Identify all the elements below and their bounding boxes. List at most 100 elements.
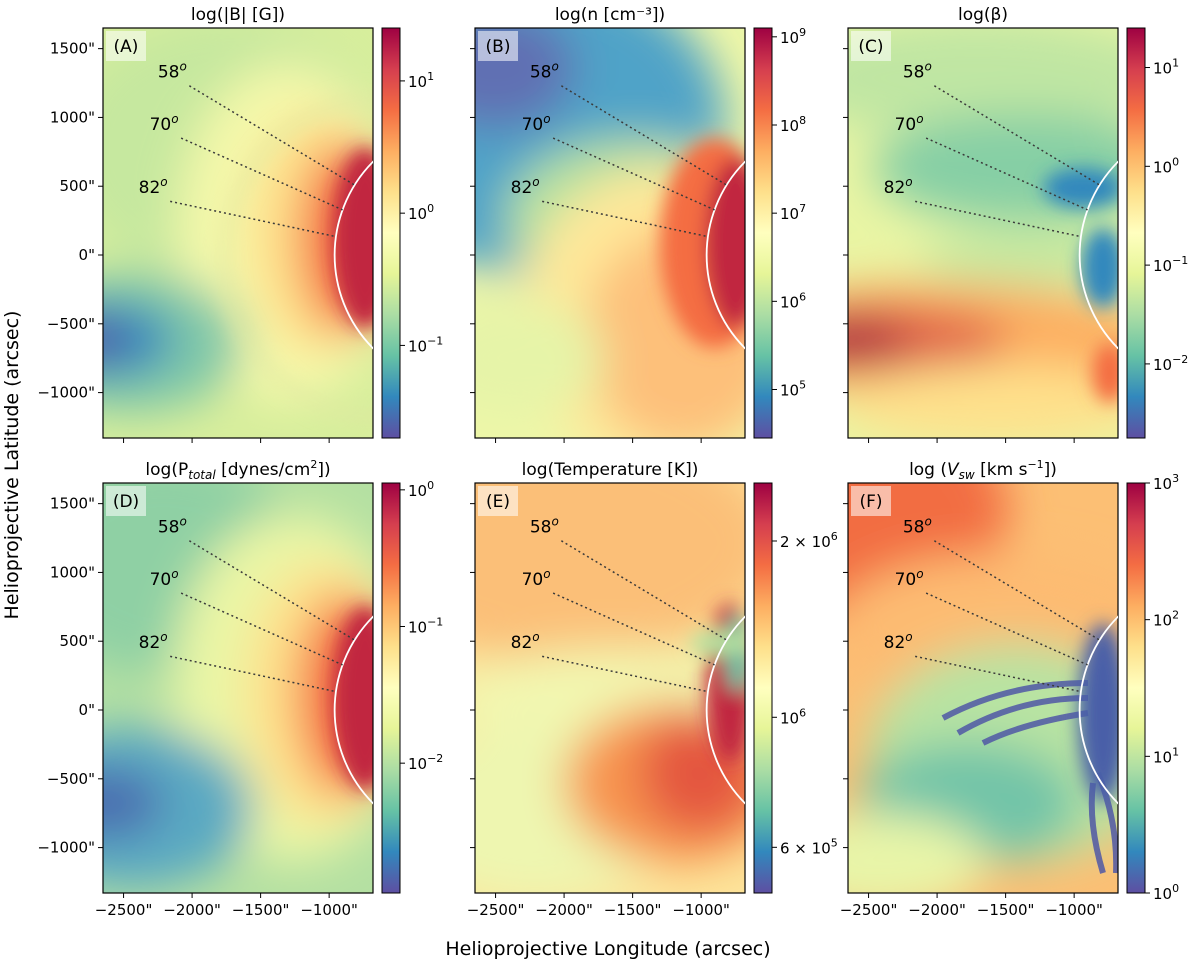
x-tick-label: −1500" bbox=[977, 901, 1035, 919]
panel-b-heatmap bbox=[475, 28, 745, 438]
colorbar-tick-label: 10−1 bbox=[408, 334, 443, 355]
x-tick-label: −2500" bbox=[840, 901, 898, 919]
x-tick-label: −2000" bbox=[535, 901, 593, 919]
colorbar-tick-label: 10−2 bbox=[1153, 353, 1188, 374]
angle-line-58 bbox=[560, 85, 728, 186]
panel-c-heatmap bbox=[848, 28, 1118, 438]
colorbar-tick-label: 100 bbox=[1153, 155, 1179, 176]
panel-b-letter: (B) bbox=[486, 37, 511, 57]
angle-line-58 bbox=[188, 540, 356, 641]
colorbar-tick-label: 102 bbox=[1153, 609, 1179, 630]
y-tick-label: 1000" bbox=[50, 563, 95, 581]
limb-arc bbox=[1078, 615, 1118, 805]
colorbar-tick-label: 100 bbox=[408, 479, 434, 500]
panel-f-letter: (F) bbox=[859, 492, 882, 512]
angle-line-58 bbox=[933, 85, 1101, 186]
colorbar-tick-label: 106 bbox=[780, 706, 806, 727]
panel-b-letter-box: (B) bbox=[478, 31, 518, 61]
angle-line-58 bbox=[188, 85, 356, 186]
angle-line-82 bbox=[915, 200, 1082, 238]
y-tick-label: −1000" bbox=[37, 839, 95, 857]
panel-f-heatmap bbox=[848, 483, 1118, 893]
y-tick-label: 0" bbox=[79, 701, 95, 719]
y-axis-label: Helioprojective Latitude (arcsec) bbox=[1, 311, 23, 620]
x-tick-label: −1000" bbox=[672, 901, 730, 919]
angle-line-58 bbox=[933, 540, 1101, 641]
colorbar-tick-label: 101 bbox=[1153, 57, 1179, 78]
panel-a-colorbar bbox=[381, 27, 401, 439]
y-tick-label: −500" bbox=[47, 770, 95, 788]
colorbar-tick-label: 101 bbox=[1153, 745, 1179, 766]
panel-d-title: log(Ptotal [dynes/cm2]) bbox=[145, 458, 330, 482]
panel-d-colorbar bbox=[381, 482, 401, 894]
limb-arc bbox=[705, 160, 745, 350]
panel-e-letter: (E) bbox=[486, 492, 510, 512]
x-tick-label: −2500" bbox=[95, 901, 153, 919]
colorbar-tick-label: 10−2 bbox=[408, 752, 443, 773]
colorbar-tick-label: 10−1 bbox=[1153, 254, 1188, 275]
x-axis-label: Helioprojective Longitude (arcsec) bbox=[445, 938, 770, 960]
colorbar-tick-label: 10−1 bbox=[408, 616, 443, 637]
panel-c-letter: (C) bbox=[858, 37, 883, 57]
panel-d-heatmap bbox=[103, 483, 373, 893]
x-tick-label: −1000" bbox=[1045, 901, 1103, 919]
panel-c-colorbar bbox=[1126, 27, 1146, 439]
panel-c-title: log(β) bbox=[958, 5, 1008, 25]
panel-a-letter: (A) bbox=[114, 37, 139, 57]
y-tick-label: 1000" bbox=[50, 108, 95, 126]
colorbar-tick-label: 100 bbox=[408, 202, 434, 223]
angle-line-82 bbox=[915, 655, 1082, 693]
angle-line-82 bbox=[170, 200, 337, 238]
panel-f-letter-box: (F) bbox=[851, 486, 891, 516]
colorbar-tick-label: 6 × 105 bbox=[780, 836, 838, 857]
y-tick-label: −500" bbox=[47, 315, 95, 333]
x-tick-label: −2500" bbox=[467, 901, 525, 919]
y-tick-label: −1000" bbox=[37, 384, 95, 402]
limb-arc bbox=[1078, 160, 1118, 350]
panel-a-title: log(|B| [G]) bbox=[191, 5, 285, 25]
limb-arc bbox=[705, 615, 745, 805]
colorbar-tick-label: 106 bbox=[780, 290, 806, 311]
angle-line-58 bbox=[560, 540, 728, 641]
angle-line-82 bbox=[542, 655, 709, 693]
panel-d-letter: (D) bbox=[113, 492, 139, 512]
limb-arc bbox=[333, 160, 373, 350]
x-tick-label: −2000" bbox=[163, 901, 221, 919]
panel-c-letter-box: (C) bbox=[851, 31, 891, 61]
panel-e-heatmap bbox=[475, 483, 745, 893]
y-tick-label: 500" bbox=[59, 177, 95, 195]
panel-a-heatmap bbox=[103, 28, 373, 438]
colorbar-tick-label: 108 bbox=[780, 114, 806, 135]
y-tick-label: 500" bbox=[59, 632, 95, 650]
colorbar-tick-label: 2 × 106 bbox=[780, 530, 838, 551]
y-tick-label: 0" bbox=[79, 246, 95, 264]
x-tick-label: −1500" bbox=[232, 901, 290, 919]
x-tick-label: −1500" bbox=[604, 901, 662, 919]
colorbar-tick-label: 101 bbox=[408, 70, 434, 91]
x-tick-label: −2000" bbox=[908, 901, 966, 919]
colorbar-tick-label: 109 bbox=[780, 26, 806, 47]
x-tick-label: −1000" bbox=[300, 901, 358, 919]
limb-arc bbox=[333, 615, 373, 805]
colorbar-tick-label: 107 bbox=[780, 202, 806, 223]
panel-e-letter-box: (E) bbox=[478, 486, 518, 516]
y-tick-label: 1500" bbox=[50, 495, 95, 513]
angle-line-82 bbox=[542, 200, 709, 238]
panel-d-letter-box: (D) bbox=[106, 486, 146, 516]
angle-line-82 bbox=[170, 655, 337, 693]
panel-f-colorbar bbox=[1126, 482, 1146, 894]
panel-a-letter-box: (A) bbox=[106, 31, 146, 61]
colorbar-tick-label: 100 bbox=[1153, 882, 1179, 903]
panel-b-title: log(n [cm⁻³]) bbox=[555, 5, 665, 25]
panel-e-title: log(Temperature [K]) bbox=[522, 460, 699, 480]
panel-b-colorbar bbox=[753, 27, 773, 439]
y-tick-label: 1500" bbox=[50, 40, 95, 58]
colorbar-tick-label: 105 bbox=[780, 379, 806, 400]
